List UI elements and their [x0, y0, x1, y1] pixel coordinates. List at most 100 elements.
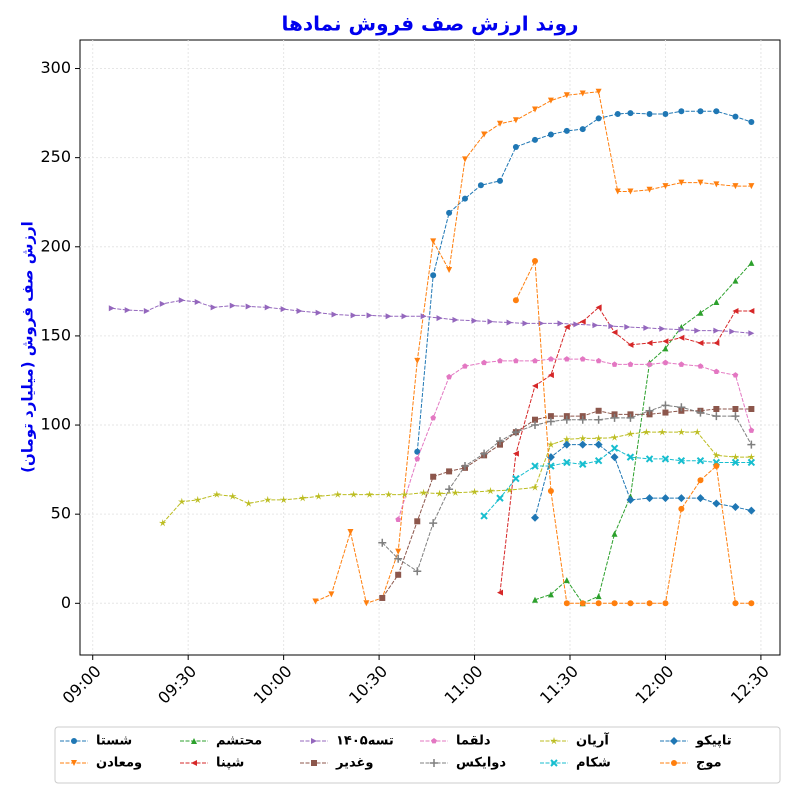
y-tick-label: 100	[40, 415, 71, 434]
marker	[436, 315, 443, 322]
marker	[677, 403, 686, 412]
marker	[697, 340, 704, 347]
marker	[496, 494, 504, 502]
marker	[661, 401, 670, 410]
marker	[158, 519, 167, 527]
marker	[563, 324, 570, 330]
marker	[480, 449, 489, 458]
marker	[594, 456, 603, 465]
legend-box	[54, 726, 781, 784]
marker	[470, 487, 479, 496]
marker	[661, 494, 670, 503]
marker	[481, 359, 487, 366]
marker	[579, 460, 587, 468]
x-tick-label: 11:00	[441, 662, 487, 708]
marker	[696, 456, 705, 465]
marker	[395, 516, 402, 522]
marker	[446, 266, 453, 273]
marker	[645, 494, 654, 503]
marker	[646, 340, 653, 347]
marker	[563, 127, 570, 134]
series-line	[397, 358, 752, 520]
legend-label: شستا	[96, 734, 132, 749]
marker	[532, 596, 538, 603]
marker	[563, 356, 570, 362]
series-line	[111, 299, 752, 334]
series-line	[416, 110, 752, 452]
legend-label: شکام	[576, 756, 611, 771]
marker	[610, 444, 619, 452]
marker	[496, 437, 504, 446]
marker	[563, 435, 571, 443]
marker	[645, 406, 654, 415]
marker	[747, 453, 756, 461]
marker	[487, 318, 494, 325]
marker	[595, 593, 602, 600]
marker	[662, 345, 669, 352]
marker	[385, 313, 392, 320]
marker	[579, 600, 586, 607]
marker	[512, 474, 520, 483]
marker	[547, 413, 554, 420]
marker	[611, 329, 618, 336]
marker	[452, 316, 459, 323]
x-tick-label: 12:00	[631, 662, 677, 708]
marker	[627, 361, 634, 367]
marker	[713, 463, 720, 470]
marker	[384, 490, 393, 498]
marker	[532, 106, 538, 113]
marker	[191, 738, 197, 744]
marker	[595, 88, 602, 95]
marker	[626, 429, 635, 438]
marker	[595, 407, 602, 414]
marker	[748, 119, 755, 125]
marker	[546, 417, 555, 426]
marker	[713, 299, 720, 306]
marker	[646, 186, 653, 193]
marker	[547, 97, 554, 104]
marker	[579, 90, 586, 97]
marker	[678, 505, 685, 512]
marker	[547, 372, 554, 379]
marker	[594, 434, 603, 442]
marker	[614, 188, 621, 195]
marker	[430, 272, 437, 279]
marker	[71, 738, 77, 744]
marker	[557, 320, 564, 327]
series-line	[315, 91, 752, 604]
x-tick-label: 11:30	[536, 662, 582, 708]
series-line	[483, 447, 752, 517]
marker	[713, 368, 720, 374]
marker	[547, 488, 554, 494]
marker	[194, 299, 201, 306]
marker	[349, 490, 358, 498]
marker	[497, 120, 503, 127]
marker	[435, 489, 444, 497]
marker	[420, 313, 427, 320]
y-tick-label: 50	[51, 504, 71, 523]
marker	[732, 372, 739, 378]
marker	[513, 357, 519, 364]
marker	[264, 304, 271, 311]
legend-label: تاپیکو	[695, 734, 732, 749]
marker	[563, 458, 571, 467]
chart-title: روند ارزش صف فروش نمادها	[281, 12, 578, 36]
marker	[626, 413, 635, 422]
marker	[193, 495, 202, 504]
marker	[414, 448, 421, 455]
marker	[732, 600, 739, 607]
marker	[624, 324, 631, 330]
marker	[642, 428, 651, 436]
marker	[191, 760, 197, 766]
marker	[611, 600, 618, 607]
marker	[401, 313, 408, 320]
legend-label: وغدیر	[335, 756, 373, 771]
marker	[531, 462, 539, 470]
legend-label: شپنا	[216, 756, 244, 771]
marker	[713, 340, 720, 347]
marker	[748, 307, 755, 314]
marker	[579, 318, 586, 325]
marker	[713, 108, 720, 115]
marker	[670, 737, 678, 745]
x-tick-label: 10:30	[345, 662, 391, 708]
